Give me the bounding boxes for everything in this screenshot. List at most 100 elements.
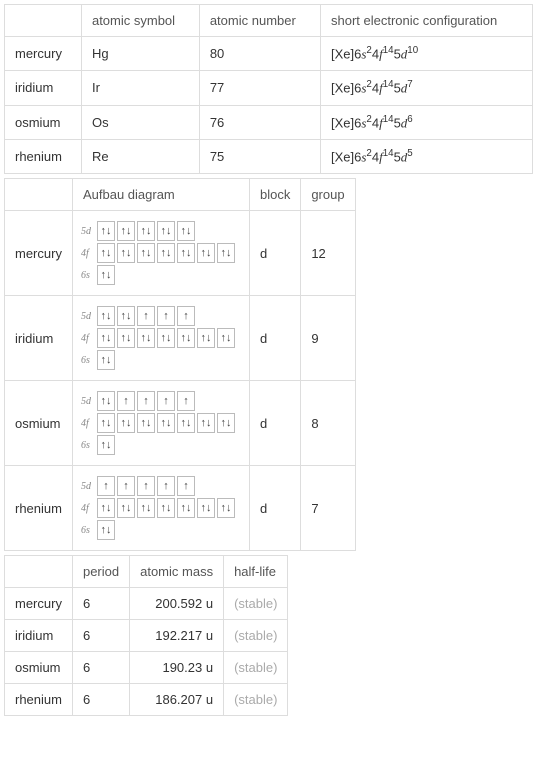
period: 6 [72, 652, 129, 684]
group: 9 [301, 296, 355, 381]
orbital-box: ↑↓ [217, 498, 235, 518]
orbital-box: ↑↓ [137, 221, 155, 241]
element-name: rhenium [5, 466, 73, 551]
aufbau-subshell-row: 4f↑↓↑↓↑↓↑↓↑↓↑↓↑↓ [81, 498, 241, 518]
orbital-box: ↑↓ [177, 243, 195, 263]
table-period-mass: period atomic mass half-life mercury6200… [4, 555, 288, 716]
half-life: (stable) [224, 620, 288, 652]
block: d [249, 296, 300, 381]
period: 6 [72, 620, 129, 652]
element-name: rhenium [5, 684, 73, 716]
orbital-box: ↑↓ [117, 413, 135, 433]
aufbau-subshell-row: 6s↑↓ [81, 350, 241, 370]
header-electronic-configuration: short electronic configuration [320, 5, 532, 37]
orbital-box: ↑ [137, 306, 155, 326]
element-name: iridium [5, 620, 73, 652]
header-atomic-symbol: atomic symbol [81, 5, 199, 37]
orbital-box: ↑↓ [117, 328, 135, 348]
header-period: period [72, 556, 129, 588]
orbital-box: ↑↓ [117, 306, 135, 326]
header-aufbau: Aufbau diagram [72, 179, 249, 211]
group: 12 [301, 211, 355, 296]
element-name: mercury [5, 37, 82, 71]
table-row: iridium6192.217 u(stable) [5, 620, 288, 652]
orbital-box: ↑↓ [97, 243, 115, 263]
orbital-box: ↑↓ [157, 221, 175, 241]
orbital-box: ↑↓ [97, 413, 115, 433]
orbital-box: ↑ [117, 476, 135, 496]
table-row: osmium6190.23 u(stable) [5, 652, 288, 684]
header-blank [5, 5, 82, 37]
orbital-box: ↑↓ [157, 498, 175, 518]
atomic-number: 80 [199, 37, 320, 71]
orbital-box: ↑↓ [117, 498, 135, 518]
header-group: group [301, 179, 355, 211]
orbital-box: ↑↓ [117, 221, 135, 241]
orbital-box: ↑↓ [137, 498, 155, 518]
block: d [249, 211, 300, 296]
orbital-box: ↑↓ [197, 498, 215, 518]
orbital-box: ↑↓ [217, 243, 235, 263]
aufbau-subshell-row: 5d↑↓↑↓↑↑↑ [81, 306, 241, 326]
table-row: rhenium6186.207 u(stable) [5, 684, 288, 716]
orbital-box: ↑↓ [177, 328, 195, 348]
electronic-configuration: [Xe]6s24f145d5 [320, 139, 532, 173]
table-row: rhenium5d↑↑↑↑↑4f↑↓↑↓↑↓↑↓↑↓↑↓↑↓6s↑↓d7 [5, 466, 356, 551]
aufbau-subshell-row: 6s↑↓ [81, 435, 241, 455]
orbital-box: ↑ [157, 391, 175, 411]
subshell-label: 6s [81, 355, 97, 366]
orbital-box: ↑↓ [97, 265, 115, 285]
aufbau-subshell-row: 5d↑↓↑↓↑↓↑↓↑↓ [81, 221, 241, 241]
header-blank [5, 556, 73, 588]
aufbau-diagram: 5d↑↓↑↑↑↑4f↑↓↑↓↑↓↑↓↑↓↑↓↑↓6s↑↓ [72, 381, 249, 466]
aufbau-diagram: 5d↑↓↑↓↑↑↑4f↑↓↑↓↑↓↑↓↑↓↑↓↑↓6s↑↓ [72, 296, 249, 381]
period: 6 [72, 684, 129, 716]
period: 6 [72, 588, 129, 620]
element-name: osmium [5, 652, 73, 684]
orbital-box: ↑ [117, 391, 135, 411]
atomic-mass: 190.23 u [130, 652, 224, 684]
orbital-box: ↑↓ [217, 328, 235, 348]
aufbau-subshell-row: 4f↑↓↑↓↑↓↑↓↑↓↑↓↑↓ [81, 328, 241, 348]
atomic-mass: 192.217 u [130, 620, 224, 652]
orbital-box: ↑↓ [137, 243, 155, 263]
orbital-box: ↑↓ [157, 243, 175, 263]
header-atomic-number: atomic number [199, 5, 320, 37]
subshell-label: 6s [81, 525, 97, 536]
atomic-mass: 200.592 u [130, 588, 224, 620]
orbital-box: ↑↓ [197, 413, 215, 433]
block: d [249, 466, 300, 551]
orbital-box: ↑↓ [177, 498, 195, 518]
atomic-number: 77 [199, 71, 320, 105]
orbital-box: ↑↓ [137, 328, 155, 348]
orbital-box: ↑↓ [97, 498, 115, 518]
element-name: osmium [5, 381, 73, 466]
subshell-label: 4f [81, 503, 97, 514]
orbital-box: ↑↓ [177, 413, 195, 433]
orbital-box: ↑↓ [137, 413, 155, 433]
orbital-box: ↑↓ [97, 435, 115, 455]
subshell-label: 5d [81, 311, 97, 322]
group: 7 [301, 466, 355, 551]
subshell-label: 5d [81, 396, 97, 407]
orbital-box: ↑ [157, 476, 175, 496]
electronic-configuration: [Xe]6s24f145d6 [320, 105, 532, 139]
atomic-number: 76 [199, 105, 320, 139]
table-row: iridium5d↑↓↑↓↑↑↑4f↑↓↑↓↑↓↑↓↑↓↑↓↑↓6s↑↓d9 [5, 296, 356, 381]
atomic-symbol: Hg [81, 37, 199, 71]
element-name: mercury [5, 211, 73, 296]
subshell-label: 5d [81, 481, 97, 492]
atomic-mass: 186.207 u [130, 684, 224, 716]
table-header-row: Aufbau diagram block group [5, 179, 356, 211]
aufbau-diagram: 5d↑↑↑↑↑4f↑↓↑↓↑↓↑↓↑↓↑↓↑↓6s↑↓ [72, 466, 249, 551]
subshell-label: 6s [81, 440, 97, 451]
table-row: mercury6200.592 u(stable) [5, 588, 288, 620]
header-atomic-mass: atomic mass [130, 556, 224, 588]
aufbau-subshell-row: 4f↑↓↑↓↑↓↑↓↑↓↑↓↑↓ [81, 243, 241, 263]
aufbau-diagram: 5d↑↓↑↓↑↓↑↓↑↓4f↑↓↑↓↑↓↑↓↑↓↑↓↑↓6s↑↓ [72, 211, 249, 296]
table-row: mercury5d↑↓↑↓↑↓↑↓↑↓4f↑↓↑↓↑↓↑↓↑↓↑↓↑↓6s↑↓d… [5, 211, 356, 296]
orbital-box: ↑↓ [97, 221, 115, 241]
half-life: (stable) [224, 684, 288, 716]
atomic-symbol: Ir [81, 71, 199, 105]
element-name: iridium [5, 71, 82, 105]
